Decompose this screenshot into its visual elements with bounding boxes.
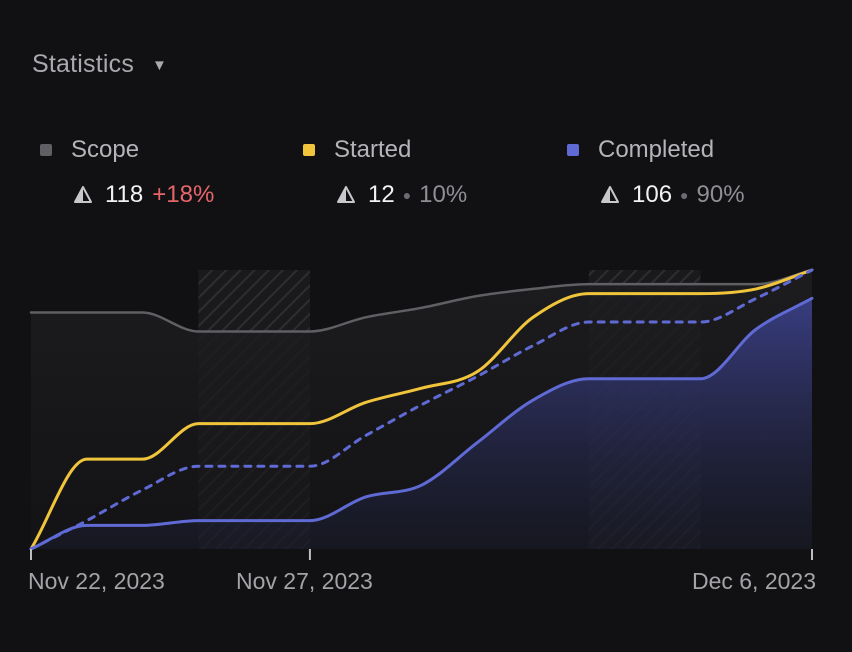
started-pct: 10%	[419, 181, 468, 208]
legend-item-started[interactable]: Started 12 ● 10%	[303, 136, 467, 209]
legend-item-scope[interactable]: Scope 118 +18%	[40, 136, 214, 209]
legend-label-scope: Scope	[71, 136, 140, 163]
delta-icon	[74, 186, 92, 203]
scope-line	[29, 268, 814, 333]
caret-down-icon: ▼	[152, 57, 167, 74]
legend-item-completed[interactable]: Completed 106 ● 90%	[567, 136, 745, 209]
legend-label-completed: Completed	[598, 136, 715, 163]
completed-swatch	[567, 144, 579, 156]
delta-icon	[601, 186, 619, 203]
started-line	[29, 268, 814, 551]
delta-icon	[337, 186, 355, 203]
projection-line	[29, 268, 814, 551]
scope-value: 118	[105, 181, 144, 208]
separator-dot: ●	[402, 187, 412, 203]
x-tick-label-2: Nov 27, 2023	[236, 568, 373, 594]
scope-change: +18%	[152, 181, 215, 208]
x-tick-label-1: Nov 22, 2023	[28, 568, 165, 594]
area-layer	[31, 270, 812, 549]
x-axis: Nov 22, 2023 Nov 27, 2023 Dec 6, 2023	[28, 549, 816, 594]
legend-label-started: Started	[334, 136, 412, 163]
started-swatch	[303, 144, 315, 156]
line-layer	[29, 268, 814, 551]
completed-line	[29, 296, 814, 551]
statistics-title: Statistics	[32, 50, 135, 78]
chart-legend: Scope 118 +18% Started	[40, 136, 820, 216]
completed-area	[31, 298, 812, 549]
x-tick-label-3: Dec 6, 2023	[692, 568, 816, 594]
separator-dot: ●	[680, 187, 689, 203]
statistics-dropdown[interactable]: Statistics ▼	[32, 50, 167, 79]
scope-swatch	[40, 144, 52, 156]
completed-value: 106	[632, 181, 673, 208]
started-value: 12	[368, 181, 395, 208]
completed-pct: 90%	[696, 181, 745, 208]
